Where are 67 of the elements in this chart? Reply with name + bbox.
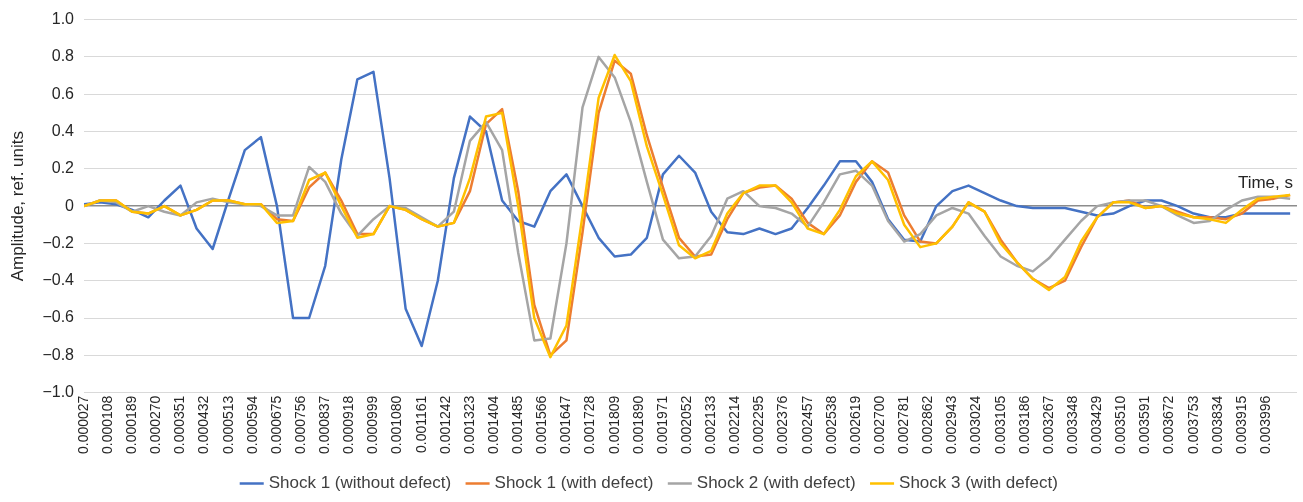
x-tick-label: 0.002295 — [750, 395, 767, 455]
x-tick-label: 0.003591 — [1136, 395, 1153, 455]
y-tick-label: 0.2 — [51, 159, 75, 177]
x-tick-label: 0.000594 — [243, 395, 260, 455]
x-tick-label: 0.001647 — [557, 395, 574, 455]
x-tick-label: 0.000027 — [74, 395, 91, 455]
x-tick-label: 0.000513 — [219, 395, 236, 455]
y-tick-label: −1.0 — [42, 383, 75, 401]
x-tick-label: 0.001728 — [581, 395, 598, 455]
legend-label: Shock 3 (with defect) — [899, 473, 1058, 493]
y-axis-title: Amplitude, ref. units — [7, 130, 27, 282]
x-tick-label: 0.003105 — [991, 395, 1008, 455]
x-tick-label: 0.001485 — [509, 395, 526, 455]
x-tick-label: 0.001242 — [436, 395, 453, 455]
x-tick-label: 0.002619 — [846, 395, 863, 455]
x-tick-label: 0.002862 — [919, 395, 936, 455]
y-tick-label: −0.2 — [42, 233, 75, 251]
y-tick-label: 0.8 — [51, 47, 75, 65]
y-tick-label: 0.4 — [51, 121, 75, 139]
x-tick-label: 0.003753 — [1184, 395, 1201, 455]
x-tick-label: 0.001080 — [388, 395, 405, 455]
y-tick-label: 0.6 — [51, 84, 75, 102]
x-tick-label: 0.002538 — [822, 395, 839, 455]
x-tick-label: 0.003186 — [1015, 395, 1032, 455]
x-tick-label: 0.002700 — [870, 395, 887, 455]
x-tick-label: 0.001566 — [533, 395, 550, 455]
x-tick-label: 0.002943 — [943, 395, 960, 455]
x-tick-label: 0.001809 — [605, 395, 622, 455]
x-tick-label: 0.003024 — [967, 395, 984, 455]
x-tick-label: 0.000756 — [291, 395, 308, 455]
x-tick-label: 0.003672 — [1160, 395, 1177, 455]
x-tick-label: 0.002457 — [798, 395, 815, 455]
x-tick-label: 0.000918 — [340, 395, 357, 455]
y-tick-label: −0.8 — [42, 345, 75, 363]
x-tick-label: 0.000432 — [195, 395, 212, 455]
legend-label: Shock 1 (with defect) — [494, 473, 654, 493]
y-tick-label: 1.0 — [51, 10, 75, 28]
x-tick-label: 0.000999 — [364, 395, 381, 455]
legend-label: Shock 2 (with defect) — [696, 473, 856, 493]
x-tick-label: 0.000108 — [98, 395, 115, 455]
x-tick-label: 0.000270 — [147, 395, 164, 455]
x-tick-label: 0.000351 — [171, 395, 188, 455]
x-tick-label: 0.001404 — [484, 395, 501, 455]
x-tick-label: 0.003429 — [1088, 395, 1105, 455]
x-tick-label: 0.000837 — [316, 395, 333, 455]
x-axis-title: Time, s — [1237, 173, 1293, 193]
x-tick-label: 0.002781 — [895, 395, 912, 455]
x-tick-label: 0.003348 — [1063, 395, 1080, 455]
x-tick-label: 0.003267 — [1039, 395, 1056, 455]
y-tick-label: 0 — [65, 196, 75, 214]
x-tick-label: 0.000675 — [267, 395, 284, 455]
x-tick-label: 0.000189 — [123, 395, 140, 455]
y-tick-label: −0.4 — [42, 271, 75, 289]
x-tick-label: 0.001971 — [653, 395, 670, 455]
x-tick-label: 0.002376 — [774, 395, 791, 455]
y-tick-label: −0.6 — [42, 308, 75, 326]
x-tick-label: 0.002052 — [677, 395, 694, 455]
x-tick-label: 0.001890 — [629, 395, 646, 455]
x-tick-label: 0.002214 — [726, 395, 743, 455]
x-tick-label: 0.003996 — [1256, 395, 1273, 455]
legend-label: Shock 1 (without defect) — [268, 473, 452, 493]
x-tick-label: 0.001161 — [412, 395, 429, 453]
x-tick-label: 0.003510 — [1112, 395, 1129, 455]
x-tick-label: 0.003834 — [1208, 395, 1225, 455]
x-tick-label: 0.001323 — [460, 395, 477, 455]
x-tick-label: 0.003915 — [1232, 395, 1249, 455]
x-tick-label: 0.002133 — [702, 395, 719, 455]
